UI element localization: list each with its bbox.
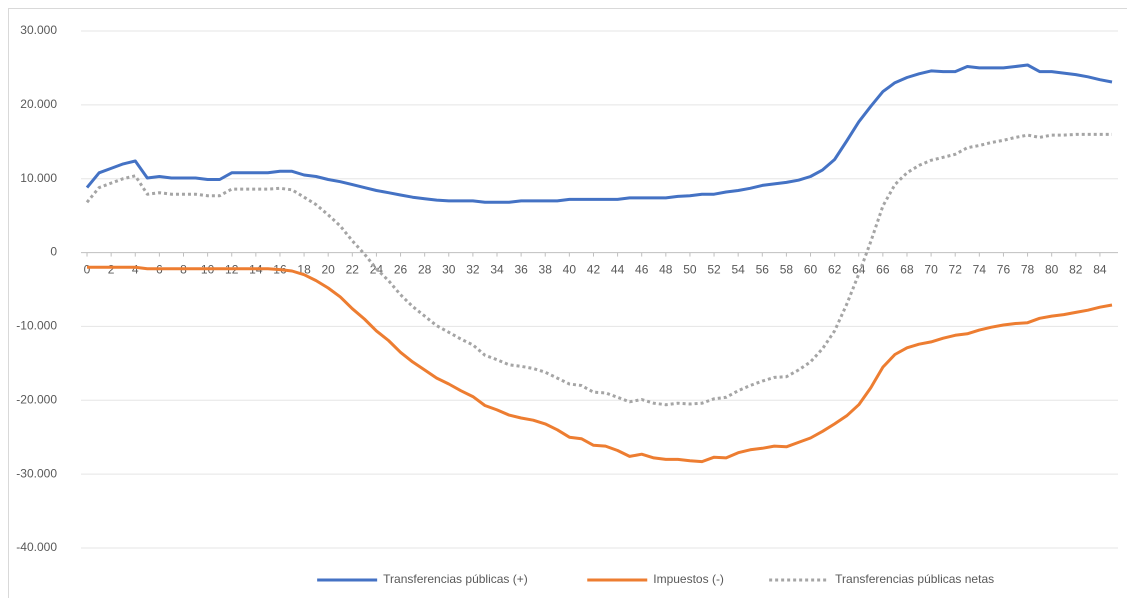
x-tick-label: 56 bbox=[756, 263, 770, 277]
x-tick-label: 38 bbox=[539, 263, 553, 277]
x-tick-label: 44 bbox=[611, 263, 625, 277]
x-tick-label: 32 bbox=[466, 263, 480, 277]
y-tick-label: 10.000 bbox=[20, 171, 57, 185]
x-tick-label: 68 bbox=[900, 263, 914, 277]
x-tick-label: 84 bbox=[1093, 263, 1107, 277]
y-tick-label: 30.000 bbox=[20, 23, 57, 37]
x-tick-label: 60 bbox=[804, 263, 818, 277]
x-tick-label: 4 bbox=[132, 263, 139, 277]
y-tick-label: -30.000 bbox=[16, 466, 57, 480]
x-tick-label: 76 bbox=[997, 263, 1011, 277]
series-line bbox=[87, 265, 1113, 464]
x-tick-label: 20 bbox=[322, 263, 336, 277]
x-tick-label: 40 bbox=[563, 263, 577, 277]
y-tick-label: -20.000 bbox=[16, 392, 57, 406]
x-tick-label: 22 bbox=[346, 263, 360, 277]
legend-label: Transferencias públicas netas bbox=[835, 572, 994, 586]
y-tick-label: 0 bbox=[50, 245, 57, 259]
x-tick-label: 34 bbox=[490, 263, 504, 277]
x-tick-label: 50 bbox=[683, 263, 697, 277]
x-tick-label: 62 bbox=[828, 263, 842, 277]
x-tick-label: 78 bbox=[1021, 263, 1035, 277]
y-tick-label: -40.000 bbox=[16, 540, 57, 554]
chart-border bbox=[8, 8, 1127, 598]
x-tick-label: 42 bbox=[587, 263, 601, 277]
x-tick-label: 46 bbox=[635, 263, 649, 277]
y-tick-label: -10.000 bbox=[16, 319, 57, 333]
x-tick-label: 72 bbox=[949, 263, 963, 277]
x-tick-label: 74 bbox=[973, 263, 987, 277]
x-tick-label: 70 bbox=[924, 263, 938, 277]
y-tick-label: 20.000 bbox=[20, 97, 57, 111]
x-tick-label: 82 bbox=[1069, 263, 1083, 277]
x-tick-label: 2 bbox=[108, 263, 115, 277]
x-tick-label: 58 bbox=[780, 263, 794, 277]
x-tick-label: 28 bbox=[418, 263, 432, 277]
x-tick-label: 66 bbox=[876, 263, 890, 277]
legend-label: Transferencias públicas (+) bbox=[383, 572, 528, 586]
x-tick-label: 0 bbox=[84, 263, 91, 277]
x-tick-label: 48 bbox=[659, 263, 673, 277]
x-tick-label: 54 bbox=[731, 263, 745, 277]
x-tick-label: 52 bbox=[707, 263, 721, 277]
x-tick-label: 36 bbox=[514, 263, 528, 277]
legend-label: Impuestos (-) bbox=[653, 572, 724, 586]
series-line bbox=[85, 63, 1113, 204]
x-tick-label: 30 bbox=[442, 263, 456, 277]
x-tick-label: 80 bbox=[1045, 263, 1059, 277]
x-tick-label: 26 bbox=[394, 263, 408, 277]
